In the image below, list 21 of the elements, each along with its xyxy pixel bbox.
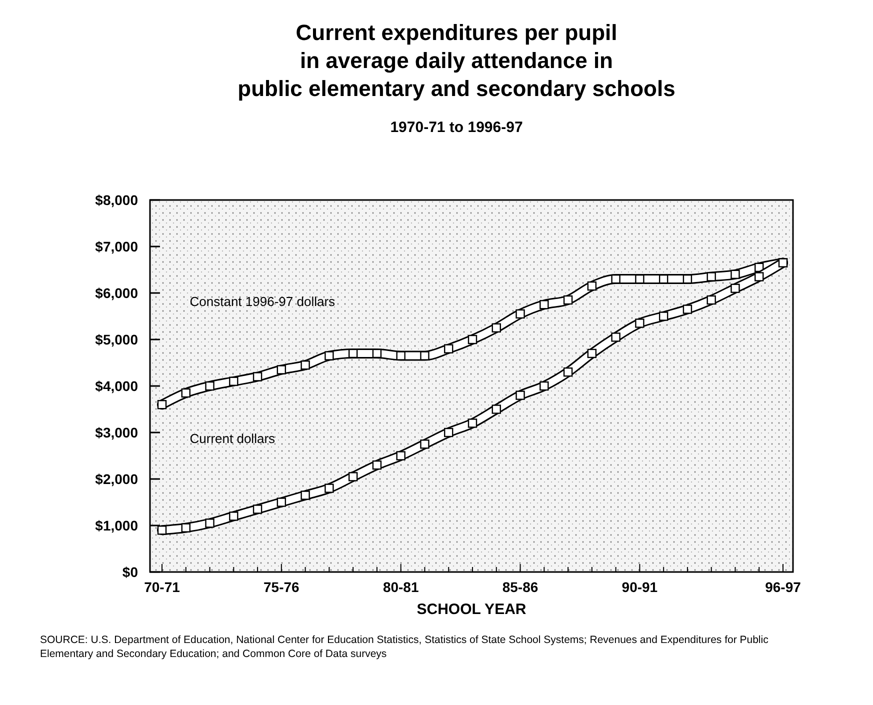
x-tick-label: 70-71 bbox=[144, 579, 180, 595]
legend-label: Constant 1996-97 dollars bbox=[190, 294, 336, 309]
x-tick-label: 90-91 bbox=[622, 579, 658, 595]
y-tick-label: $6,000 bbox=[95, 285, 138, 301]
chart-title: Current expenditures per pupil in average daily attendance in public elementary and secondary schools bbox=[238, 20, 676, 101]
chart-subtitle: 1970-71 to 1996-97 bbox=[390, 119, 523, 136]
source-note: SOURCE: U.S. Department of Education, National Center for Education Statistics, Statistics of State School Systems; Revenues and Expenditures for Public Elementary and Secondary Education; and Common Core of Data surveys bbox=[40, 633, 770, 661]
x-tick-label: 96-97 bbox=[765, 579, 802, 595]
x-axis-title: SCHOOL YEAR bbox=[416, 601, 526, 618]
y-tick-label: $5,000 bbox=[95, 332, 138, 348]
legend-label: Current dollars bbox=[190, 431, 276, 446]
x-tick-label: 85-86 bbox=[502, 579, 538, 595]
y-tick-label: $2,000 bbox=[95, 471, 138, 487]
y-tick-label: $4,000 bbox=[95, 378, 138, 394]
y-tick-label: $7,000 bbox=[95, 238, 138, 254]
y-tick-label: $1,000 bbox=[95, 518, 138, 534]
x-tick-label: 80-81 bbox=[382, 579, 419, 595]
y-tick-label: $8,000 bbox=[95, 192, 138, 208]
y-tick-label: $3,000 bbox=[95, 424, 138, 440]
y-tick-label: $0 bbox=[122, 564, 138, 580]
x-tick-label: 75-76 bbox=[264, 579, 300, 595]
